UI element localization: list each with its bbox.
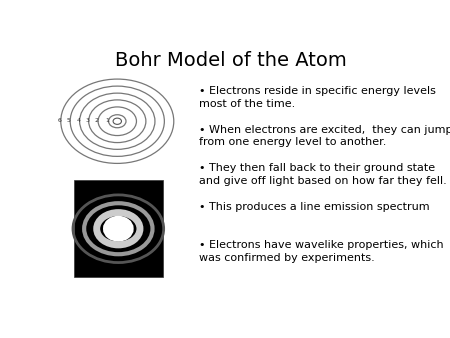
- Text: 6: 6: [58, 118, 62, 123]
- Text: • When electrons are excited,  they can jump
from one energy level to another.: • When electrons are excited, they can j…: [199, 125, 450, 147]
- Bar: [74, 180, 162, 277]
- Text: 2: 2: [95, 118, 99, 123]
- Text: • This produces a line emission spectrum: • This produces a line emission spectrum: [199, 202, 430, 212]
- Text: • Electrons have wavelike properties, which
was confirmed by experiments.: • Electrons have wavelike properties, wh…: [199, 240, 444, 263]
- Text: • Electrons reside in specific energy levels
most of the time.: • Electrons reside in specific energy le…: [199, 86, 436, 109]
- Text: 3: 3: [86, 118, 90, 123]
- Circle shape: [105, 219, 131, 239]
- Circle shape: [113, 118, 122, 124]
- Text: • They then fall back to their ground state
and give off light based on how far : • They then fall back to their ground st…: [199, 163, 447, 186]
- Text: 5: 5: [67, 118, 71, 123]
- Text: 1: 1: [105, 118, 109, 123]
- Text: 4: 4: [76, 118, 80, 123]
- Text: Bohr Model of the Atom: Bohr Model of the Atom: [115, 51, 346, 70]
